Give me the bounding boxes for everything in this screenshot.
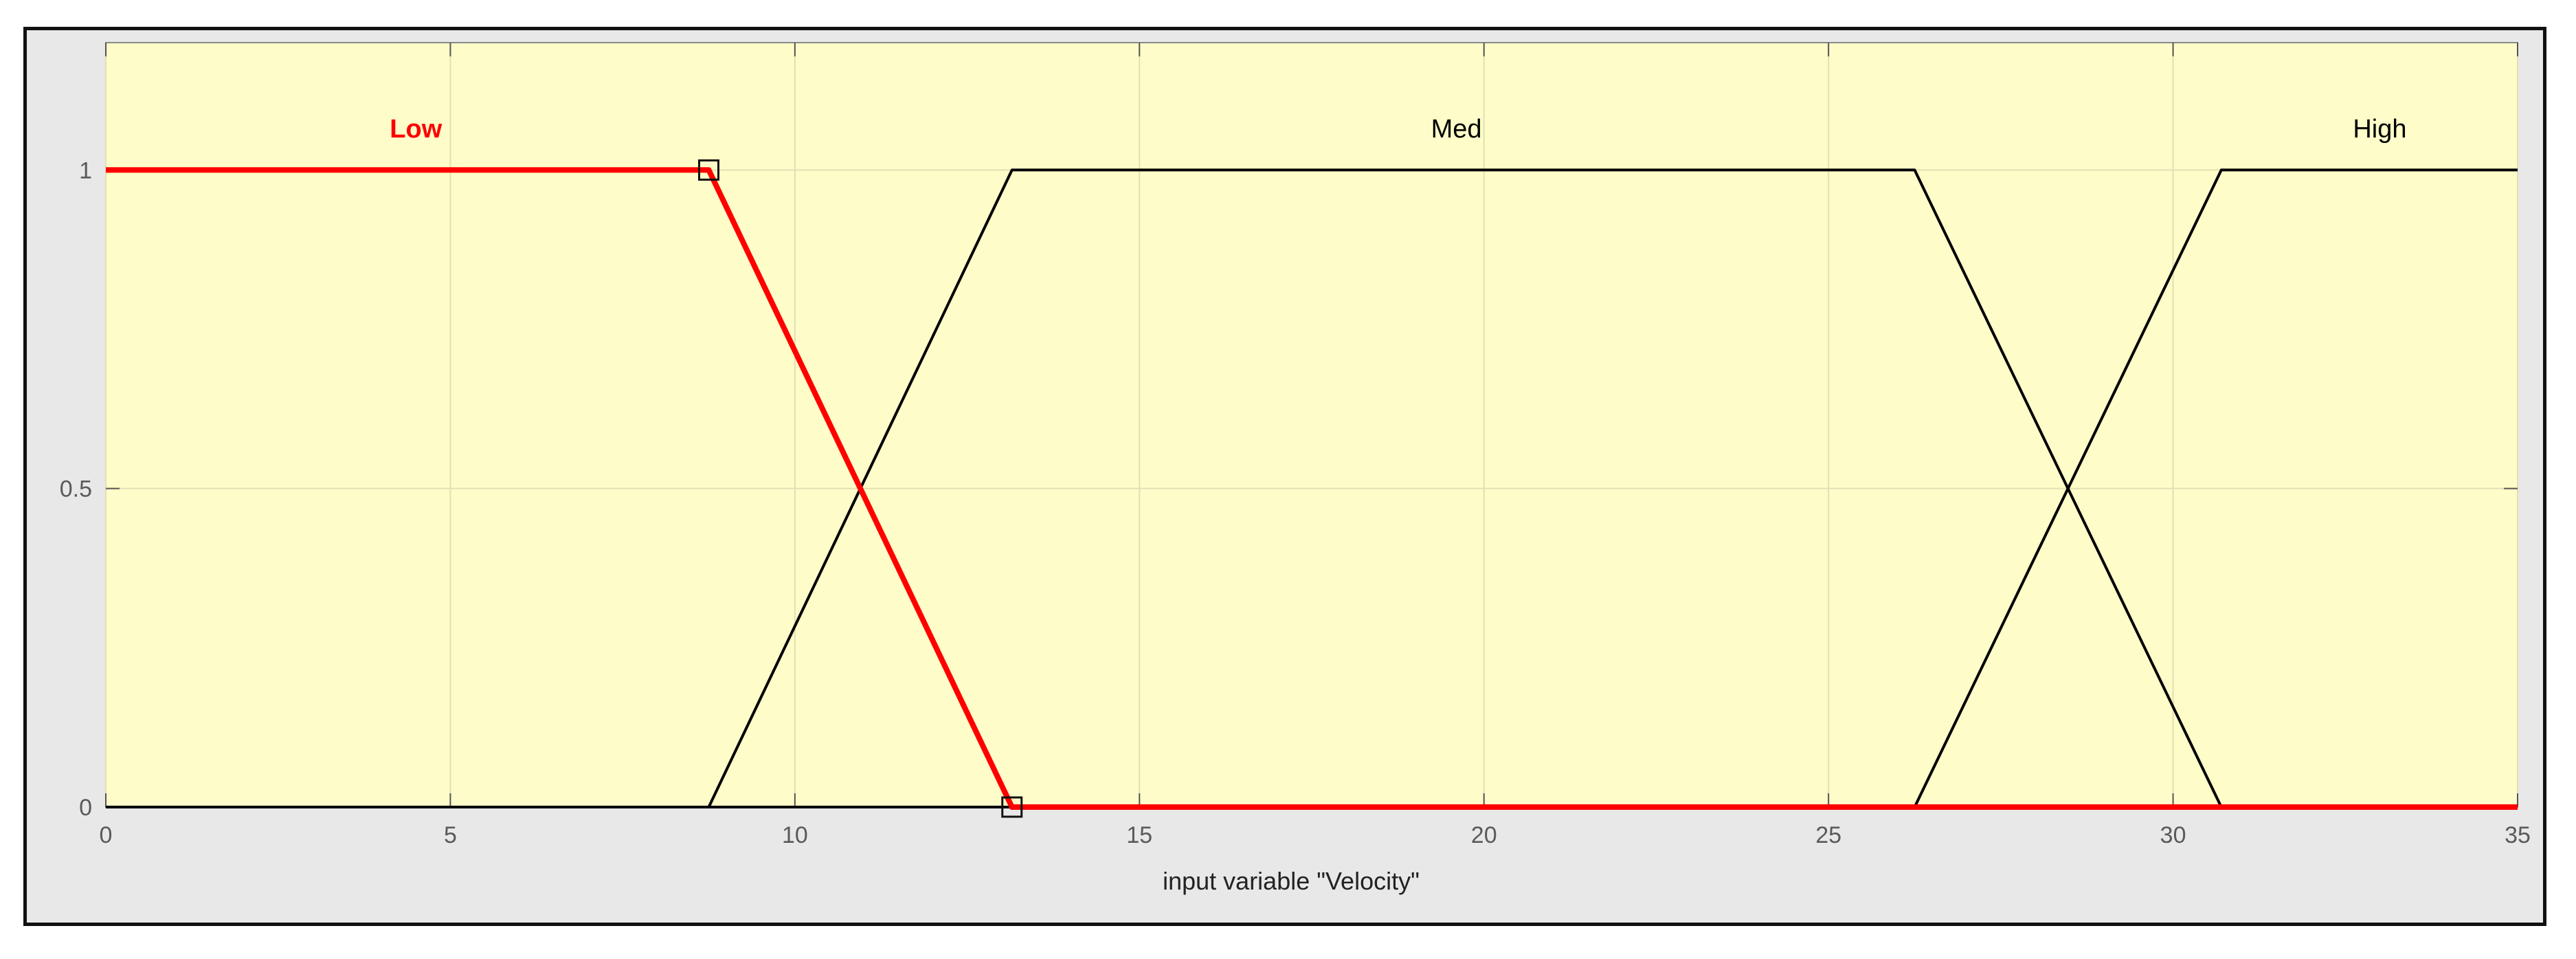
y-tick-label: 0.5 <box>60 476 92 503</box>
x-tick-label: 20 <box>1471 822 1497 848</box>
series-lines[interactable] <box>106 167 2518 810</box>
x-axis-ticks: 0 5 10 15 20 25 30 35 <box>100 43 2531 848</box>
y-tick-label: 1 <box>79 157 92 184</box>
mf-label-high[interactable]: High <box>2353 115 2406 144</box>
x-tick-label: 15 <box>1126 822 1152 848</box>
chart-frame: 0 5 10 15 20 25 30 35 0 0.5 1 Low Med High input va… <box>23 27 2546 926</box>
y-axis-ticks: 00.51 <box>60 157 2518 821</box>
series-low-line[interactable] <box>106 167 2518 810</box>
x-tick-label: 5 <box>444 822 457 848</box>
mf-label-low[interactable]: Low <box>390 115 442 144</box>
x-tick-label: 30 <box>2160 822 2186 848</box>
membership-function-chart: 0 5 10 15 20 25 30 35 00.51 Low Med High input va… <box>60 42 2531 895</box>
control-point-handle[interactable] <box>698 159 719 181</box>
y-tick-label: 0 <box>79 795 92 821</box>
membership-labels: Low Med High <box>390 115 2406 144</box>
plot-area <box>105 42 2518 808</box>
mf-label-med[interactable]: Med <box>1431 115 1482 144</box>
x-tick-label: 35 <box>2505 822 2531 848</box>
x-tick-label: 0 <box>100 822 113 848</box>
control-handles[interactable] <box>698 159 1023 818</box>
x-tick-label: 25 <box>1815 822 1841 848</box>
x-axis-title: input variable "Velocity" <box>1163 867 1420 895</box>
x-tick-label: 10 <box>782 822 808 848</box>
control-point-handle[interactable] <box>1001 796 1023 818</box>
